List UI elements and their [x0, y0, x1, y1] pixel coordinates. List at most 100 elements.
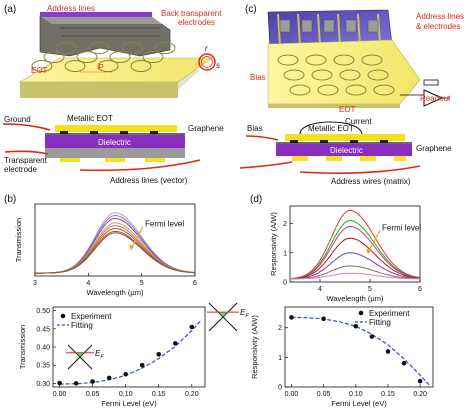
- x-tick-label: 6: [418, 286, 422, 293]
- eot-hole: [76, 51, 98, 63]
- experiment-point: [106, 375, 112, 381]
- panel-b: (b) 3 4 5 6 Wavelength (μm) Transmission Fermi…: [4, 194, 249, 408]
- electrode-pad: [301, 19, 313, 33]
- dielectric-layer: [45, 135, 185, 148]
- cross-section-c: Bias Current Metallic EOT Graphene Diele…: [239, 117, 452, 186]
- x-tick-label: 0.10: [119, 391, 133, 398]
- y-tick-label: 2: [278, 325, 282, 332]
- electrode-pad: [323, 19, 335, 33]
- eot-hole: [311, 69, 333, 81]
- eot-hole: [64, 60, 86, 72]
- ef-subscript: F: [100, 354, 104, 360]
- address-electrodes-label-1: Address lines: [416, 12, 464, 21]
- ef-label: EF: [240, 308, 249, 319]
- fermi-level-annotation: Fermi level: [145, 220, 184, 229]
- hole-inset-icon: [198, 53, 216, 71]
- panel-c: (c) Address lines & electrodes Bias EOT …: [239, 4, 464, 186]
- eot-hole-grid: [31, 42, 176, 72]
- graphene-label: Graphene: [188, 124, 224, 133]
- ground-wire: [2, 123, 51, 131]
- eot-hole: [154, 42, 176, 54]
- eot-hole: [109, 51, 131, 63]
- dirac-cone-inset-low: EF: [66, 344, 104, 370]
- x-tick-label: 0.15: [381, 391, 395, 398]
- plot-frame: [289, 205, 421, 283]
- back-electrodes-label-1: Back transparent: [161, 9, 222, 18]
- ground-label: Ground: [4, 115, 31, 124]
- transparent-electrode-label-2: electrode: [4, 165, 37, 174]
- experiment-point: [401, 360, 407, 366]
- y-tick-label: 0.35: [36, 363, 50, 370]
- x-tick-label: 0.05: [317, 391, 331, 398]
- eot-label-c: EOT: [339, 105, 356, 114]
- back-electrodes-label-2: electrodes: [178, 18, 215, 27]
- transparent-electrode-bar: [45, 148, 185, 158]
- x-tick-label: 6: [193, 280, 197, 287]
- address-lines-label: Address lines: [47, 4, 95, 13]
- eot-label: EOT: [31, 66, 48, 75]
- eot-hole: [277, 54, 299, 66]
- fermi-arrow: [130, 226, 144, 249]
- bias-label-cross: Bias: [247, 124, 263, 133]
- legend-fitting: Fitting: [369, 318, 391, 327]
- x-axis-label: Wavelength (μm): [327, 294, 384, 303]
- legend-marker-experiment: [60, 313, 66, 319]
- address-wires-matrix-label: Address wires (matrix): [331, 177, 411, 186]
- experiment-point: [385, 349, 391, 354]
- device-slab-c: [267, 39, 421, 105]
- eot-hole: [31, 60, 53, 72]
- chart-transmission-spectra: 3 4 5 6 Wavelength (μm) Transmission Fermi lev…: [14, 203, 197, 297]
- y-tick-label: 0.50: [36, 308, 50, 315]
- bias-label-c: Bias: [250, 73, 266, 82]
- x-axis-label: Wavelength (μm): [87, 288, 144, 297]
- graphene-label-c: Graphene: [416, 144, 452, 153]
- electrode-pad: [367, 19, 379, 33]
- eot-hole: [333, 54, 355, 66]
- eot-hole: [317, 84, 339, 96]
- experiment-point: [321, 316, 326, 322]
- address-wire: [317, 13, 321, 47]
- eot-hole: [345, 84, 367, 96]
- legend-experiment: Experiment: [71, 312, 112, 321]
- filled-states: [75, 352, 85, 357]
- chart-responsivity-vs-fermi: 0.00 0.05 0.10 0.15 0.20 0 1 2 Fermi Level (eV) R…: [250, 306, 434, 408]
- fermi-arrowhead: [366, 248, 371, 255]
- experiment-point: [156, 351, 162, 357]
- ef-label: EF: [95, 349, 104, 360]
- panel-a: (a) Address lines Back transparent elect…: [2, 4, 224, 185]
- electrode-pad: [345, 19, 357, 33]
- y-tick-label: 0: [283, 280, 287, 287]
- x-tick-label: 0.15: [152, 391, 166, 398]
- readout-amplifier-icon: [423, 89, 444, 107]
- eot-hole: [361, 54, 383, 66]
- fermi-arrow: [367, 230, 381, 253]
- legend-marker-experiment: [358, 310, 364, 316]
- spectrum-series-line: [289, 209, 421, 280]
- device-slab-top: [18, 57, 213, 83]
- address-lines-strip: [40, 12, 152, 17]
- experiment-point: [73, 381, 79, 386]
- experiment-point: [123, 371, 128, 377]
- x-tick-label: 0.10: [349, 391, 363, 398]
- eot-hole: [142, 51, 164, 63]
- address-wire: [277, 13, 281, 47]
- y-tick-label: 2: [283, 221, 287, 228]
- inset-r-label: r: [205, 44, 208, 53]
- current-label: Current: [345, 117, 372, 126]
- address-wire: [297, 13, 301, 47]
- spectrum-series-line: [289, 225, 421, 280]
- spectrum-series-line: [290, 252, 421, 280]
- x-tick-label: 5: [368, 286, 372, 293]
- fitting-line: [291, 316, 431, 386]
- filled-states: [218, 312, 228, 317]
- metallic-eot-label: Metallic EOT: [67, 114, 113, 123]
- plot-frame: [34, 203, 196, 277]
- experiment-point: [353, 323, 359, 329]
- fermi-arrowhead: [129, 244, 134, 251]
- fitting-line: [59, 319, 203, 385]
- address-wire: [337, 13, 341, 47]
- y-axis-label: Transmission: [14, 218, 23, 262]
- eot-hole: [88, 42, 110, 54]
